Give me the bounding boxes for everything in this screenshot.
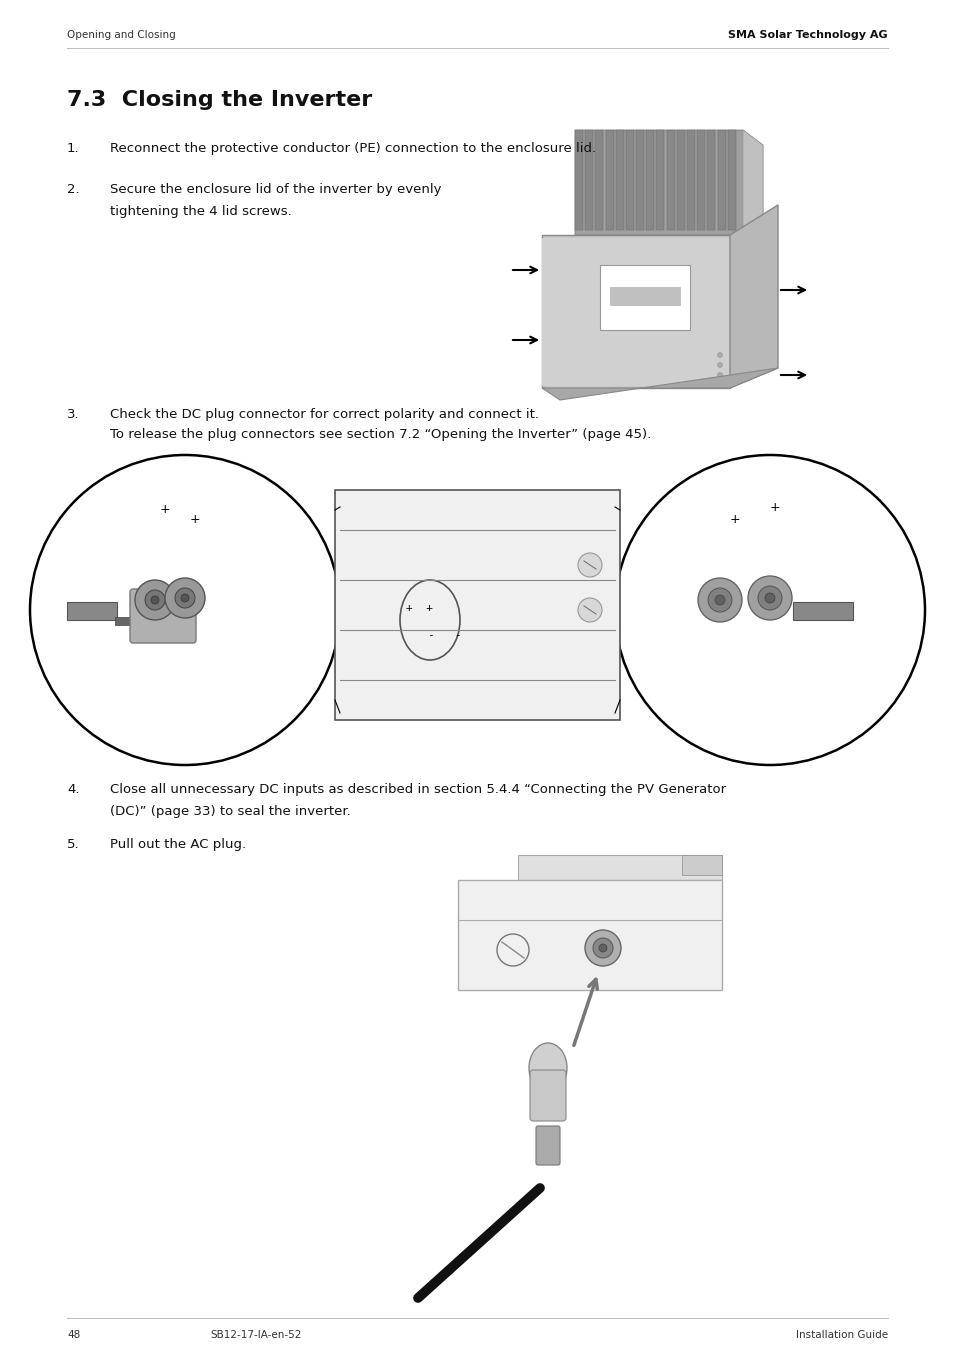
Bar [681,854,721,875]
Circle shape [165,579,205,618]
Circle shape [747,576,791,621]
Text: Close all unnecessary DC inputs as described in section 5.4.4 “Connecting the PV: Close all unnecessary DC inputs as descr… [110,783,725,796]
Text: 1.: 1. [67,142,79,155]
Bar [609,287,679,306]
Text: 5.: 5. [67,838,79,850]
Text: +  +: + + [406,603,433,612]
Text: Pull out the AC plug.: Pull out the AC plug. [110,838,246,850]
Text: 7.3  Closing the Inverter: 7.3 Closing the Inverter [67,91,372,110]
Polygon shape [584,130,593,230]
Polygon shape [541,235,729,388]
Bar [457,880,721,990]
Polygon shape [707,130,715,230]
Circle shape [707,588,731,612]
Text: 4.: 4. [67,783,79,796]
Circle shape [151,596,159,604]
Text: Reconnect the protective conductor (PE) connection to the enclosure lid.: Reconnect the protective conductor (PE) … [110,142,596,155]
Polygon shape [742,130,762,235]
Ellipse shape [529,1042,566,1092]
Polygon shape [541,238,729,387]
Text: +: + [159,503,171,516]
Polygon shape [727,130,735,230]
Text: SMA Solar Technology AG: SMA Solar Technology AG [727,30,887,41]
Circle shape [135,580,174,621]
Bar [517,854,721,880]
Text: +: + [769,502,780,515]
Text: (DC)” (page 33) to seal the inverter.: (DC)” (page 33) to seal the inverter. [110,804,351,818]
Circle shape [578,598,601,622]
Polygon shape [645,130,654,230]
Circle shape [578,553,601,577]
Circle shape [698,579,741,622]
Text: 2.: 2. [67,183,79,196]
Circle shape [717,353,721,357]
Bar [115,617,132,625]
Text: To release the plug connectors see section 7.2 “Opening the Inverter” (page 45).: To release the plug connectors see secti… [110,429,651,441]
Text: Check the DC plug connector for correct polarity and connect it.: Check the DC plug connector for correct … [110,408,538,420]
Polygon shape [697,130,704,230]
Text: SB12-17-IA-en-52: SB12-17-IA-en-52 [210,1330,301,1340]
Text: Opening and Closing: Opening and Closing [67,30,175,41]
Text: -   -: - - [428,630,461,639]
Polygon shape [541,368,778,400]
Bar [335,489,619,721]
Polygon shape [615,130,623,230]
Text: Installation Guide: Installation Guide [795,1330,887,1340]
Text: 3.: 3. [67,408,79,420]
Text: tightening the 4 lid screws.: tightening the 4 lid screws. [110,206,292,218]
Text: Secure the enclosure lid of the inverter by evenly: Secure the enclosure lid of the inverter… [110,183,441,196]
FancyBboxPatch shape [530,1069,565,1121]
Circle shape [714,595,724,604]
Circle shape [758,585,781,610]
Circle shape [717,373,721,377]
Circle shape [145,589,165,610]
Polygon shape [717,130,725,230]
Text: +: + [729,514,740,526]
Polygon shape [677,130,684,230]
Polygon shape [595,130,602,230]
Text: 48: 48 [67,1330,80,1340]
Bar [792,602,852,621]
Circle shape [764,594,774,603]
Bar [67,602,117,621]
Circle shape [717,362,721,368]
Polygon shape [656,130,664,230]
Polygon shape [575,130,762,235]
FancyBboxPatch shape [536,1126,559,1165]
Circle shape [584,930,620,965]
Polygon shape [729,206,778,388]
Polygon shape [666,130,674,230]
FancyBboxPatch shape [130,589,195,644]
Bar [599,265,689,330]
Polygon shape [686,130,695,230]
Polygon shape [605,130,613,230]
Polygon shape [625,130,634,230]
Circle shape [174,588,194,608]
Polygon shape [636,130,643,230]
Circle shape [598,944,606,952]
Text: +: + [190,514,200,526]
Circle shape [593,938,613,959]
Polygon shape [575,130,582,230]
Circle shape [181,594,189,602]
